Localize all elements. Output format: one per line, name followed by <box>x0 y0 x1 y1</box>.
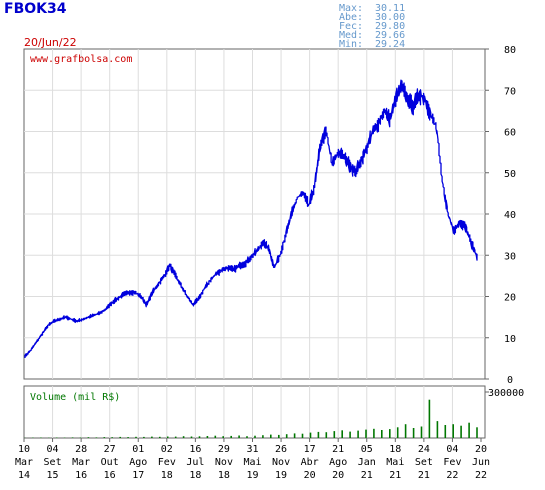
xtick-label: 05 <box>361 444 373 455</box>
xtick-label: 16 <box>104 470 116 481</box>
xtick-label: 26 <box>275 444 287 455</box>
xtick-label: 28 <box>75 444 87 455</box>
xtick-label: 17 <box>304 444 316 455</box>
stat-label: Min: <box>339 39 363 50</box>
xtick-label: 31 <box>246 444 258 455</box>
xtick-label: 20 <box>304 470 316 481</box>
xtick-label: 21 <box>418 470 430 481</box>
xtick-label: Fev <box>158 457 176 468</box>
xtick-label: 27 <box>104 444 116 455</box>
xtick-label: 18 <box>161 470 173 481</box>
xtick-label: 16 <box>75 470 87 481</box>
xtick-label: Fev <box>443 457 461 468</box>
stat-label: Med: <box>339 30 363 41</box>
xtick-label: Jun <box>472 457 490 468</box>
stat-value: 29.80 <box>375 21 405 32</box>
xtick-label: Mar <box>72 457 90 468</box>
stat-value: 29.66 <box>375 30 405 41</box>
xtick-label: 18 <box>218 470 230 481</box>
volume-ytick-labels: 300000 <box>485 388 524 399</box>
xtick-label: Nov <box>215 457 233 468</box>
stat-label: Fec: <box>339 21 363 32</box>
price-ytick-label: 20 <box>504 293 516 304</box>
xtick-label: Ago <box>329 457 347 468</box>
xtick-label: 04 <box>47 444 59 455</box>
price-ytick-label: 80 <box>504 45 516 56</box>
price-ytick-label: 0 <box>507 375 513 386</box>
xtick-label: 21 <box>332 444 344 455</box>
price-ytick-label: 30 <box>504 251 516 262</box>
date-label: 20/Jun/22 <box>24 36 77 49</box>
price-ytick-label: 40 <box>504 210 516 221</box>
price-ytick-labels: 0 10 20 30 40 50 60 70 80 <box>485 45 516 386</box>
volume-grid <box>52 386 453 438</box>
xtick-label: 04 <box>446 444 458 455</box>
xtick-label: 21 <box>389 470 401 481</box>
stat-label: Abe: <box>339 12 363 23</box>
xtick-label: 22 <box>446 470 458 481</box>
xtick-label: 20 <box>332 470 344 481</box>
xtick-label: 29 <box>218 444 230 455</box>
xtick-label: 10 <box>18 444 30 455</box>
price-ytick-label: 70 <box>504 86 516 97</box>
xtick-label: Nov <box>272 457 290 468</box>
price-grid <box>24 49 485 379</box>
xtick-label: 17 <box>132 470 144 481</box>
stat-label: Max: <box>339 3 363 14</box>
xtick-label: 16 <box>189 444 201 455</box>
volume-title: Volume (mil R$) <box>30 392 120 403</box>
xtick-label: 22 <box>475 470 487 481</box>
xtick-label: 21 <box>361 470 373 481</box>
xtick-label: 20 <box>475 444 487 455</box>
xtick-label: Ago <box>129 457 147 468</box>
xtick-label: Set <box>415 457 433 468</box>
xtick-label: Mai <box>386 457 404 468</box>
stat-value: 30.11 <box>375 3 405 14</box>
price-ytick-label: 10 <box>504 334 516 345</box>
price-ytick-label: 50 <box>504 169 516 180</box>
xtick-label: Abr <box>301 457 319 468</box>
xtick-label: 02 <box>161 444 173 455</box>
price-series-line <box>24 79 478 358</box>
xtick-label: Mar <box>15 457 33 468</box>
xtick-label: 18 <box>389 444 401 455</box>
price-stats: Max: 30.11 Abe: 30.00 Fec: 29.80 Med: 29.66 Min:… <box>339 3 405 50</box>
xtick-label: 01 <box>132 444 144 455</box>
volume-panel-frame <box>23 385 486 439</box>
xtick-label: 15 <box>47 470 59 481</box>
xtick-label: Mai <box>243 457 261 468</box>
volume-bars <box>24 399 478 438</box>
watermark: www.grafbolsa.com <box>30 54 132 65</box>
ticker-label: FBOK34 <box>4 1 67 17</box>
xtick-label: 24 <box>418 444 430 455</box>
xtick-label: 19 <box>275 470 287 481</box>
x-axis-labels: 10 Mar 14 04 Set 15 28 Mar 16 27 Out 16 01 Ago 17 02 Fev… <box>15 438 490 481</box>
xtick-label: 14 <box>18 470 30 481</box>
xtick-label: 19 <box>246 470 258 481</box>
price-ytick-label: 60 <box>504 128 516 139</box>
stat-value: 29.24 <box>375 39 405 50</box>
xtick-label: Jan <box>358 457 376 468</box>
xtick-label: Jul <box>186 457 204 468</box>
volume-ytick-label: 300000 <box>488 388 524 399</box>
xtick-label: Set <box>44 457 62 468</box>
xtick-label: 18 <box>189 470 201 481</box>
xtick-label: Out <box>101 457 119 468</box>
stat-value: 30.00 <box>375 12 405 23</box>
